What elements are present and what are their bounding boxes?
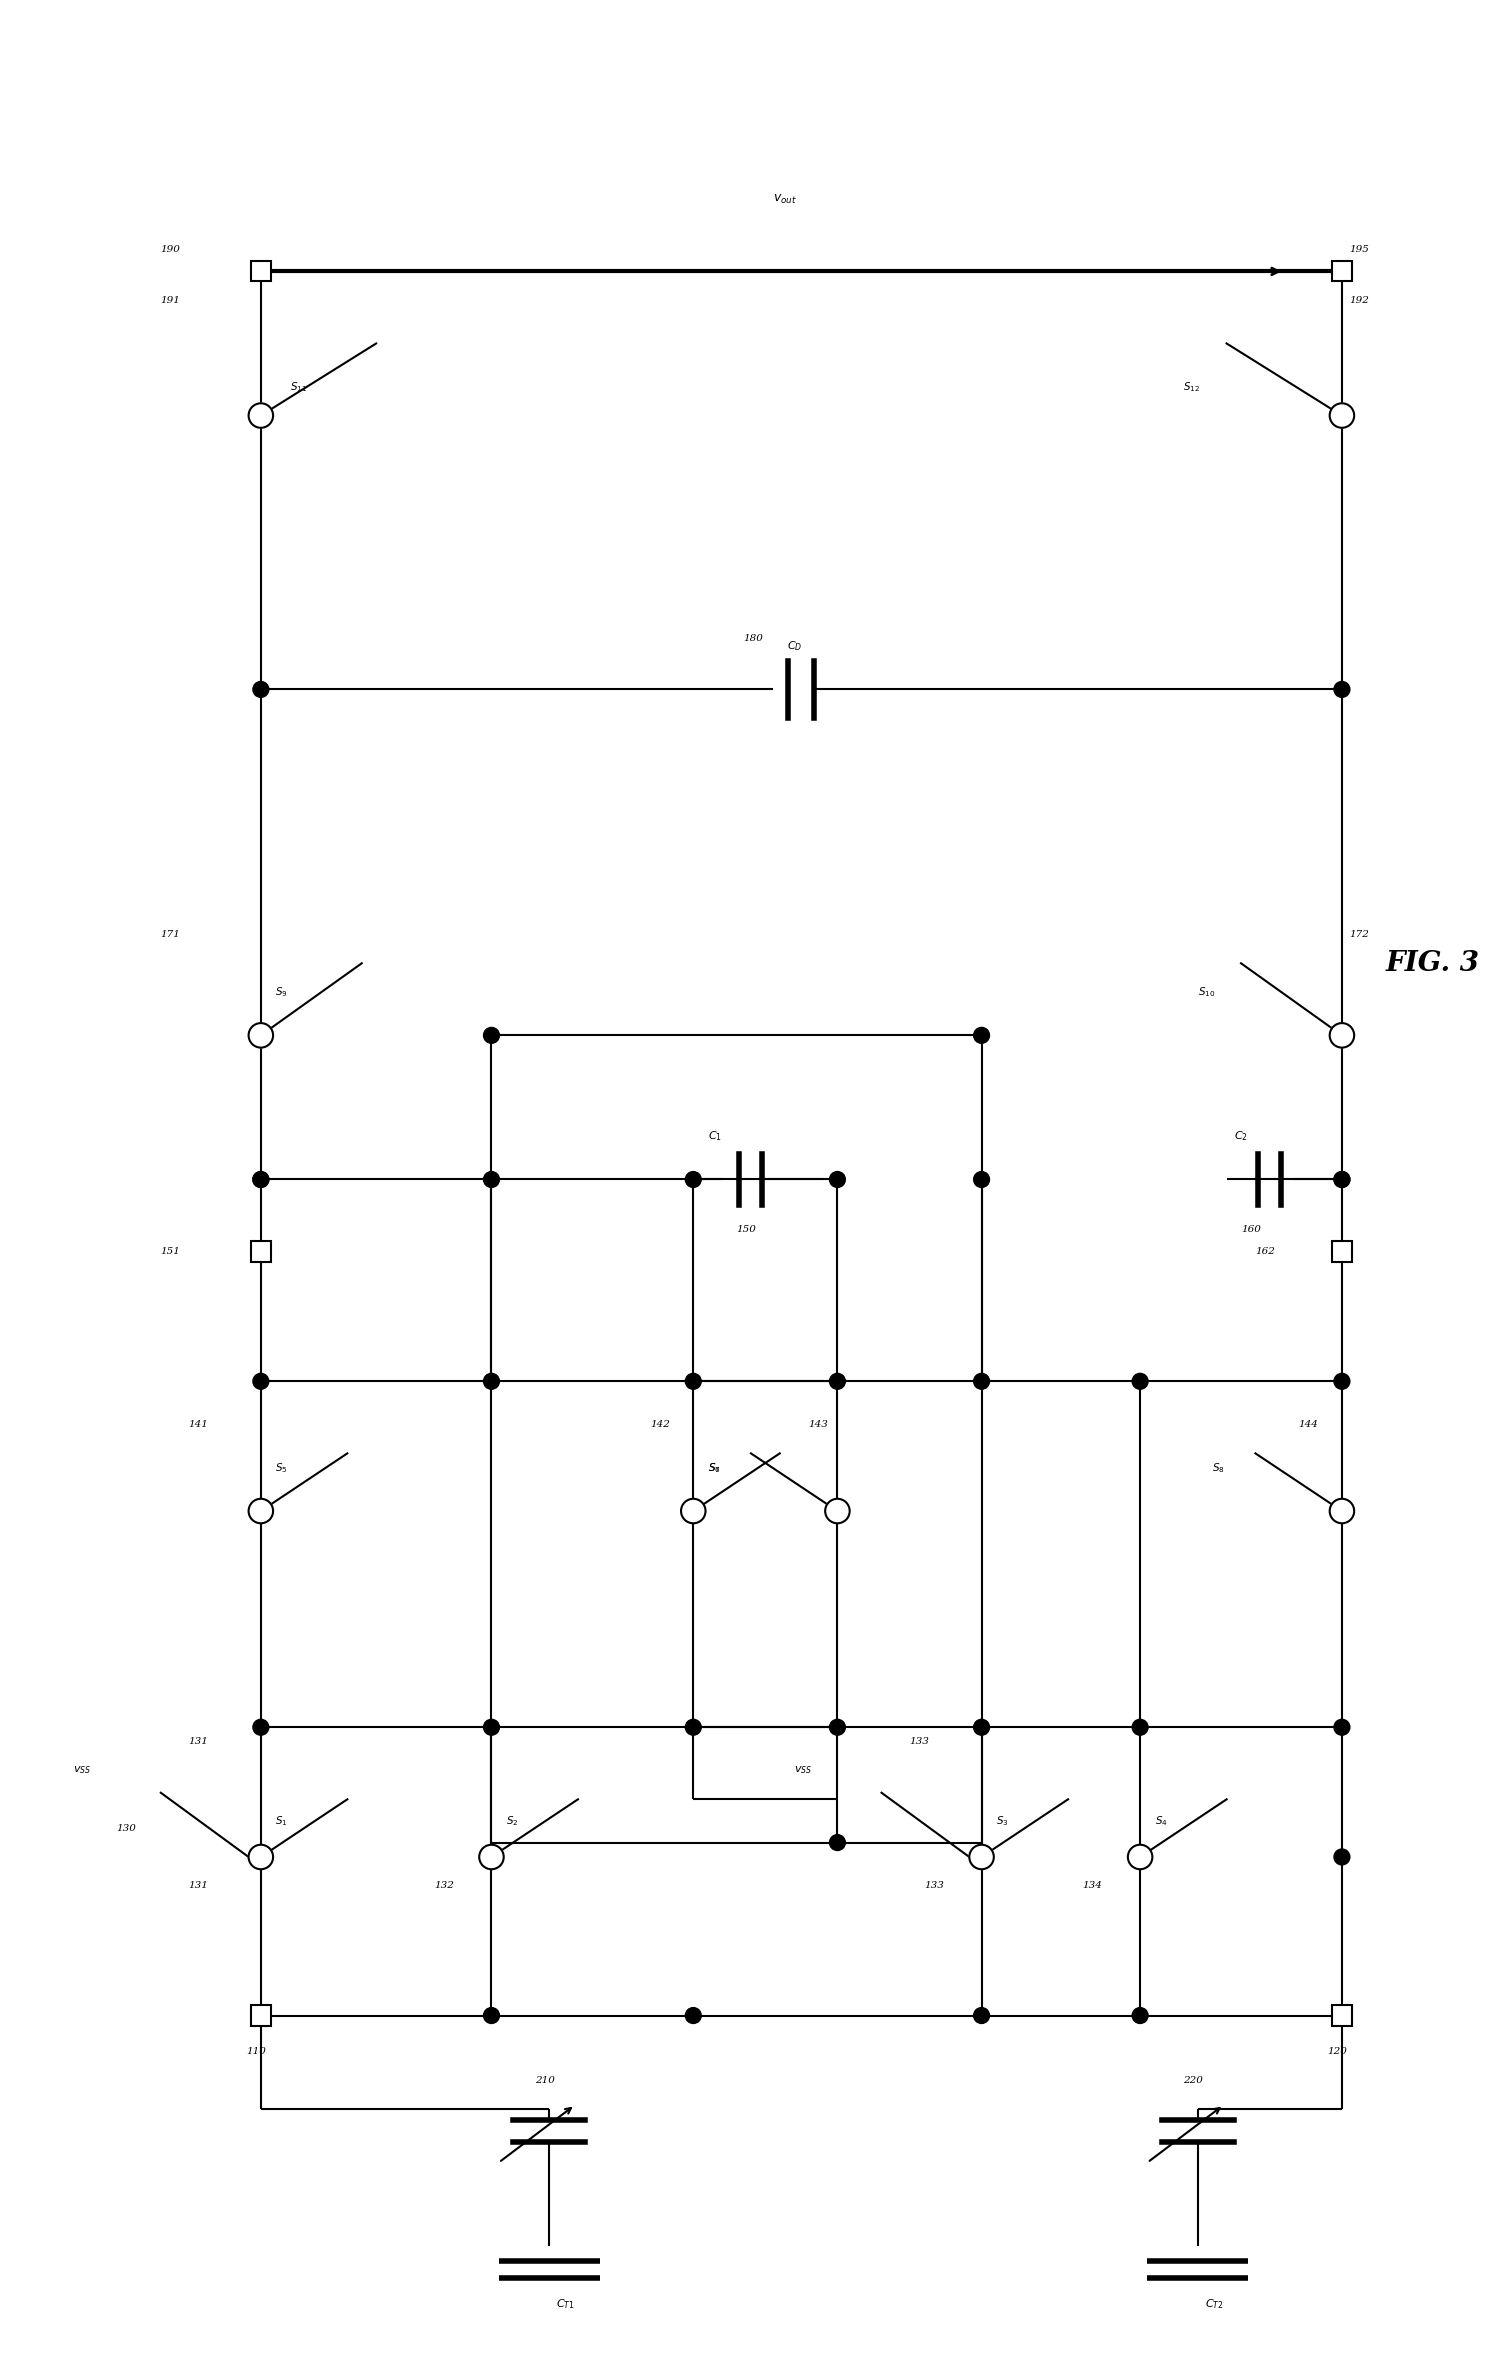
Text: $S_8$: $S_8$	[1212, 1460, 1225, 1474]
Text: 144: 144	[1299, 1420, 1319, 1430]
Circle shape	[974, 1029, 989, 1043]
Circle shape	[252, 1172, 269, 1187]
Circle shape	[484, 1373, 499, 1389]
Bar	[1332, 1241, 1351, 1262]
Text: 180: 180	[744, 635, 763, 644]
Text: 130: 130	[117, 1824, 137, 1833]
Circle shape	[1329, 403, 1354, 427]
Circle shape	[830, 1835, 845, 1849]
Circle shape	[1334, 1720, 1350, 1736]
Text: $C_{T1}$: $C_{T1}$	[557, 2298, 575, 2312]
Text: $S_1$: $S_1$	[275, 1814, 288, 1828]
Text: 160: 160	[1241, 1224, 1261, 1234]
Circle shape	[686, 1720, 701, 1736]
Text: 150: 150	[737, 1224, 756, 1234]
Text: 142: 142	[650, 1420, 670, 1430]
Text: 133: 133	[924, 1882, 944, 1890]
Circle shape	[252, 682, 269, 698]
Text: 131: 131	[189, 1736, 209, 1746]
Text: $v_{SS}$: $v_{SS}$	[794, 1765, 812, 1776]
Text: $S_9$: $S_9$	[275, 986, 288, 998]
Circle shape	[682, 1498, 705, 1524]
Text: 172: 172	[1350, 929, 1369, 939]
Circle shape	[252, 1720, 269, 1736]
Text: $S_{11}$: $S_{11}$	[290, 380, 307, 394]
Text: 192: 192	[1350, 295, 1369, 304]
Bar	[251, 2005, 270, 2026]
Text: 131: 131	[189, 1882, 209, 1890]
Circle shape	[252, 1172, 269, 1187]
Circle shape	[1334, 1849, 1350, 1866]
Text: 195: 195	[1350, 245, 1369, 255]
Circle shape	[1334, 1373, 1350, 1389]
Circle shape	[1132, 1720, 1148, 1736]
Circle shape	[1334, 1172, 1350, 1187]
Circle shape	[480, 1845, 503, 1868]
Text: $C_1$: $C_1$	[708, 1130, 722, 1144]
Circle shape	[974, 1172, 989, 1187]
Circle shape	[826, 1498, 849, 1524]
Circle shape	[1129, 1845, 1152, 1868]
Text: $S_{12}$: $S_{12}$	[1184, 380, 1200, 394]
Text: $S_3$: $S_3$	[996, 1814, 1008, 1828]
Text: 143: 143	[809, 1420, 829, 1430]
Bar	[251, 262, 270, 281]
Text: $S_4$: $S_4$	[1154, 1814, 1167, 1828]
Circle shape	[248, 1845, 273, 1868]
Text: 110: 110	[247, 2048, 266, 2057]
Bar	[251, 1241, 270, 1262]
Text: 191: 191	[160, 295, 180, 304]
Circle shape	[686, 2008, 701, 2024]
Circle shape	[1132, 2008, 1148, 2024]
Circle shape	[248, 403, 273, 427]
Circle shape	[830, 1172, 845, 1187]
Text: $S_5$: $S_5$	[275, 1460, 288, 1474]
Text: 162: 162	[1255, 1248, 1276, 1255]
Text: $C_D$: $C_D$	[787, 639, 802, 653]
Text: $v_{SS}$: $v_{SS}$	[73, 1765, 92, 1776]
Circle shape	[1329, 1024, 1354, 1047]
Circle shape	[974, 1373, 989, 1389]
Circle shape	[830, 1373, 845, 1389]
Circle shape	[974, 1720, 989, 1736]
Circle shape	[1334, 1172, 1350, 1187]
Text: $S_6$: $S_6$	[708, 1460, 720, 1474]
Text: 134: 134	[1083, 1882, 1102, 1890]
Text: 133: 133	[909, 1736, 930, 1746]
Circle shape	[970, 1845, 993, 1868]
Circle shape	[686, 1373, 701, 1389]
Text: 210: 210	[535, 2076, 554, 2085]
Text: FIG. 3: FIG. 3	[1386, 951, 1479, 977]
Bar	[1332, 262, 1351, 281]
Bar	[1332, 2005, 1351, 2026]
Circle shape	[974, 2008, 989, 2024]
Text: 141: 141	[189, 1420, 209, 1430]
Text: $S_{10}$: $S_{10}$	[1198, 986, 1215, 998]
Text: $C_{T2}$: $C_{T2}$	[1204, 2298, 1224, 2312]
Circle shape	[484, 1029, 499, 1043]
Text: $v_{out}$: $v_{out}$	[772, 193, 796, 205]
Text: 132: 132	[434, 1882, 454, 1890]
Text: $S_2$: $S_2$	[506, 1814, 518, 1828]
Text: 120: 120	[1328, 2048, 1347, 2057]
Circle shape	[484, 1720, 499, 1736]
Text: 190: 190	[160, 245, 180, 255]
Text: $S_7$: $S_7$	[708, 1460, 720, 1474]
Circle shape	[248, 1498, 273, 1524]
Circle shape	[248, 1024, 273, 1047]
Text: 171: 171	[160, 929, 180, 939]
Circle shape	[830, 1720, 845, 1736]
Circle shape	[686, 1172, 701, 1187]
Circle shape	[484, 2008, 499, 2024]
Circle shape	[1132, 1373, 1148, 1389]
Text: $C_2$: $C_2$	[1234, 1130, 1247, 1144]
Text: 151: 151	[160, 1248, 180, 1255]
Circle shape	[484, 1172, 499, 1187]
Circle shape	[1329, 1498, 1354, 1524]
Text: 220: 220	[1184, 2076, 1203, 2085]
Circle shape	[252, 1373, 269, 1389]
Circle shape	[1334, 682, 1350, 698]
